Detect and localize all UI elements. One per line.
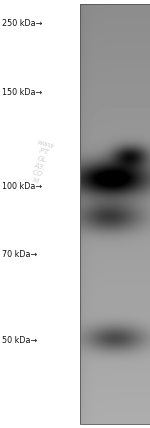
Text: 150 kDa→: 150 kDa→ [2, 87, 42, 97]
Text: 100 kDa→: 100 kDa→ [2, 181, 42, 191]
Text: www
.PT
GL
A3.
CO
M: www .PT GL A3. CO M [26, 140, 55, 186]
Text: 250 kDa→: 250 kDa→ [2, 19, 42, 28]
Bar [80, 4, 150, 424]
Text: 70 kDa→: 70 kDa→ [2, 250, 37, 259]
Text: 50 kDa→: 50 kDa→ [2, 336, 37, 345]
